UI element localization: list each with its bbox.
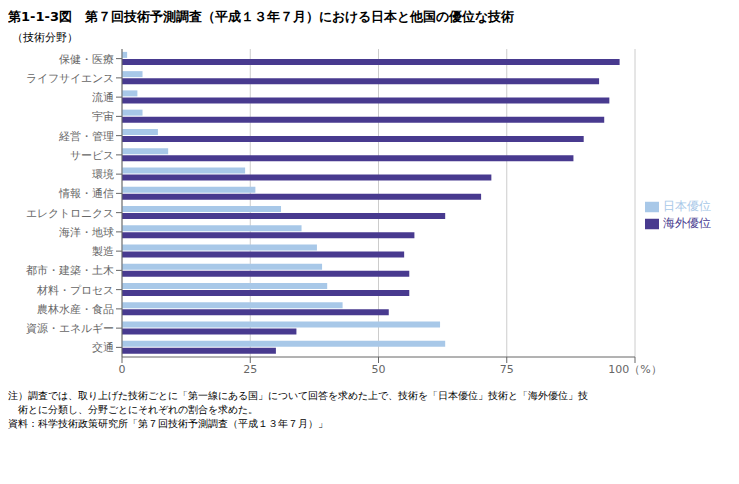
html-text:注）調査では、取り上げた技術ごとに「第一線にある国」について: 注）調査では、取り上げた技術ごとに「第一線にある国」について回答を求めた上で、技…: [8, 390, 588, 401]
svg-text:資源・エネルギー: 資源・エネルギー: [26, 322, 114, 335]
html-text:海外優位: 海外優位: [663, 216, 711, 230]
svg-text:交通: 交通: [92, 341, 114, 354]
svg-text:経営・管理: 経営・管理: [58, 130, 114, 143]
svg-text:ライフサイエンス: ライフサイエンス: [26, 72, 114, 85]
html-text:（技術分野）: （技術分野）: [12, 31, 78, 44]
svg-text:サービス: サービス: [70, 149, 114, 162]
svg-text:農林水産・食品: 農林水産・食品: [37, 303, 114, 316]
svg-text:保健・医療: 保健・医療: [59, 53, 114, 66]
svg-text:製造: 製造: [92, 245, 114, 258]
svg-text:75: 75: [500, 363, 514, 376]
svg-text:情報・通信: 情報・通信: [58, 187, 114, 200]
svg-text:100（%）: 100（%）: [608, 363, 661, 376]
html-text:術とに分類し、分野ごとにそれぞれの割合を求めた。: 術とに分類し、分野ごとにそれぞれの割合を求めた。: [8, 404, 258, 415]
svg-text:都市・建築・土木: 都市・建築・土木: [26, 264, 114, 277]
svg-text:材料・プロセス: 材料・プロセス: [36, 284, 114, 297]
svg-text:流通: 流通: [92, 91, 114, 104]
svg-text:エレクトロニクス: エレクトロニクス: [26, 207, 114, 220]
svg-text:50: 50: [372, 363, 386, 376]
svg-text:宇宙: 宇宙: [92, 110, 114, 123]
svg-text:0: 0: [119, 363, 126, 376]
html-text:第1-1-3図 第７回技術予測調査（平成１３年７月）における: 第1-1-3図 第７回技術予測調査（平成１３年７月）における日本と他国の優位な技…: [8, 9, 514, 24]
html-text:資料：科学技術政策研究所「第７回技術予測調査（平成１３年７月: 資料：科学技術政策研究所「第７回技術予測調査（平成１３年７月）」: [8, 418, 328, 429]
svg-text:25: 25: [243, 363, 257, 376]
html-text:日本優位: 日本優位: [663, 199, 711, 213]
svg-text:海洋・地球: 海洋・地球: [59, 226, 114, 239]
svg-text:環境: 環境: [92, 168, 114, 181]
